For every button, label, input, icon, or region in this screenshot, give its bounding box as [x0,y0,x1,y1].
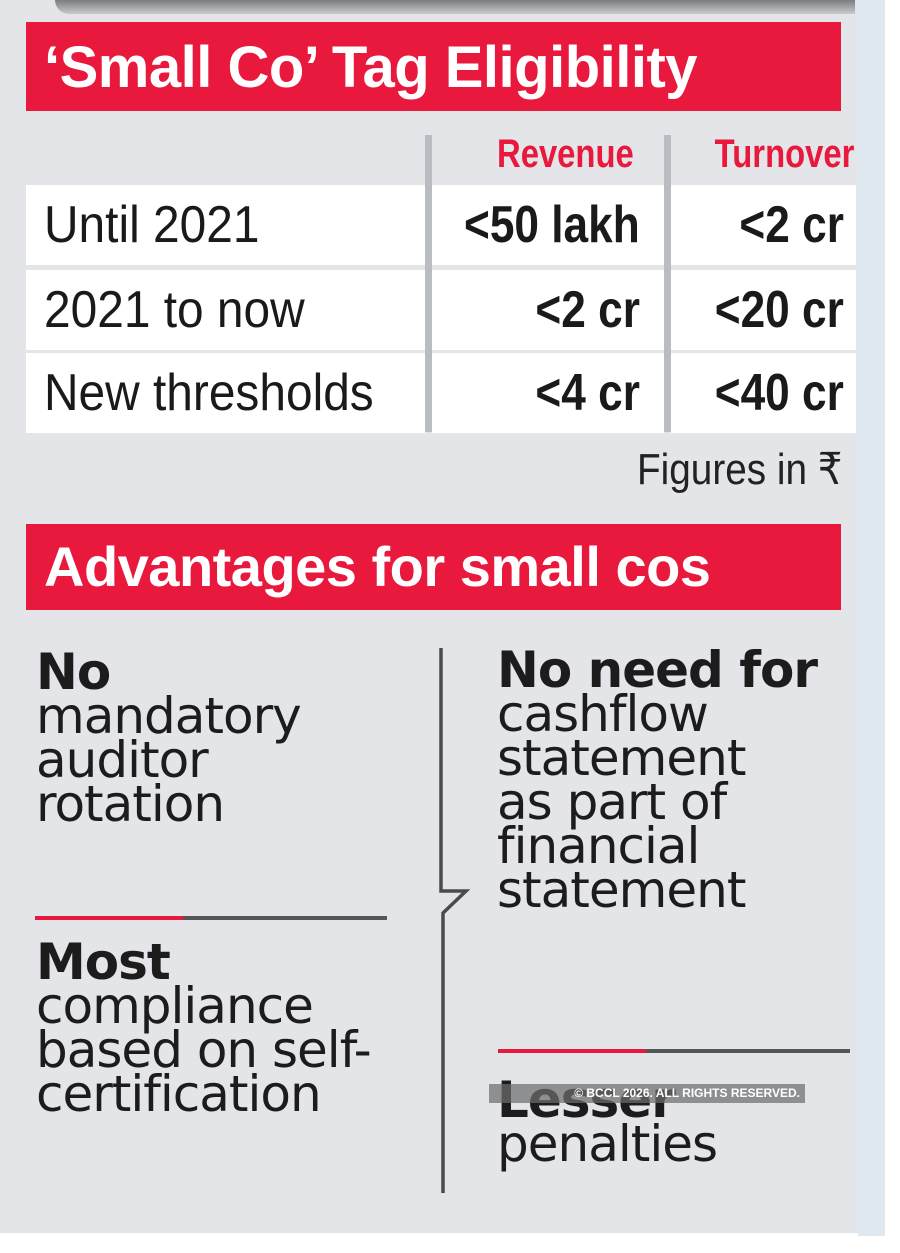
divider-accent [498,1049,646,1053]
bracket-divider-icon [439,648,470,1193]
revenue-cell [432,185,664,265]
row-label-cell [26,353,425,433]
advantage-text: cashflow statement as part of financial … [497,685,746,919]
advantage-lead: No [36,643,111,701]
table-row: 2021 to now <2 cr <20 cr [26,270,856,350]
turnover-cell [671,270,856,350]
turnover-cell [671,353,856,433]
advantage-text: penalties [497,1115,718,1173]
row-label: New thresholds [44,364,374,422]
eligibility-title: ‘Small Co’ Tag Eligibility [44,35,698,100]
item-divider [35,916,387,920]
advantage-lead: No need for [497,641,818,699]
top-shadow [55,0,855,14]
row-label: Until 2021 [44,196,260,254]
side-strip [858,0,885,1236]
row-label: 2021 to now [44,281,305,339]
revenue-value: <2 cr [535,281,640,339]
row-label-cell [26,270,425,350]
column-divider [425,135,432,432]
item-divider [498,1049,850,1053]
advantage-text: compliance based on self- certification [36,977,372,1123]
advantages-title: Advantages for small cos [44,535,711,598]
row-label-cell [26,185,425,265]
advantage-item: No need for cashflow statement as part o… [497,641,857,919]
turnover-value: <40 cr [714,364,844,422]
turnover-value: <2 cr [739,196,844,254]
column-header-turnover: Turnover [714,132,854,176]
divider-accent [35,916,183,920]
copyright-watermark: © BCCL 2026. ALL RIGHTS RESERVED. [489,1084,805,1103]
advantage-text: mandatory auditor rotation [36,687,302,833]
column-header-revenue: Revenue [497,132,634,176]
turnover-value: <20 cr [714,281,844,339]
table-row: Until 2021 <50 lakh <2 cr [26,185,856,265]
revenue-value: <4 cr [535,364,640,422]
revenue-cell [432,353,664,433]
advantage-item: No mandatory auditor rotation [36,643,416,833]
revenue-value: <50 lakh [464,196,640,254]
eligibility-banner: ‘Small Co’ Tag Eligibility [26,22,841,111]
figures-note: Figures in ₹ [636,445,842,494]
advantages-banner: Advantages for small cos [26,524,841,610]
advantage-item: Most compliance based on self- certifica… [36,933,426,1123]
table-row: New thresholds <4 cr <40 cr [26,353,856,433]
column-divider [664,135,671,432]
advantage-lead: Most [36,933,171,991]
revenue-cell [432,270,664,350]
turnover-cell [671,185,856,265]
